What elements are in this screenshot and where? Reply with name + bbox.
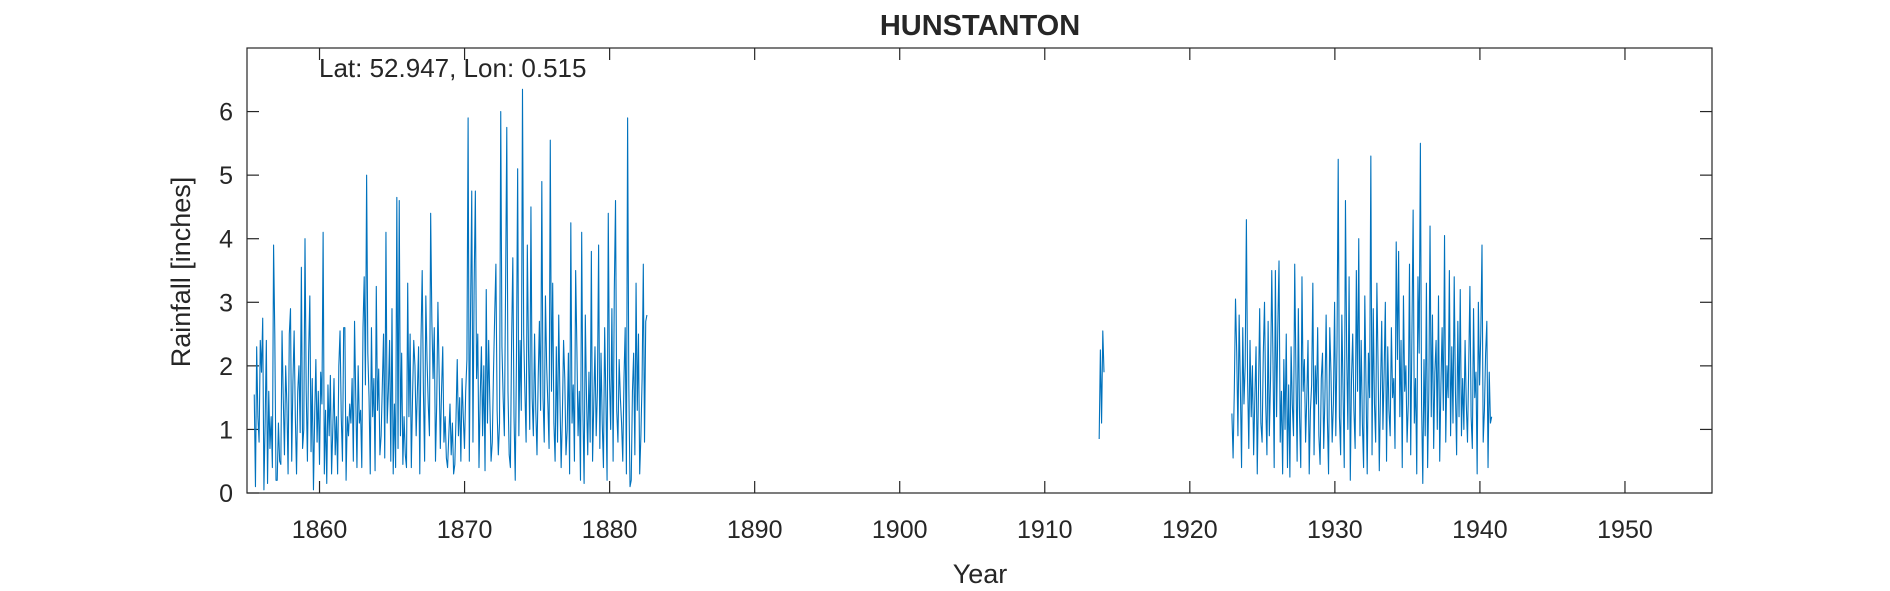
x-tick-label: 1940: [1452, 516, 1508, 544]
x-tick-label: 1860: [292, 516, 348, 544]
rainfall-series-line: [253, 88, 648, 491]
location-annotation: Lat: 52.947, Lon: 0.515: [319, 53, 586, 83]
x-tick-label: 1950: [1597, 516, 1653, 544]
x-tick-label: 1870: [437, 516, 493, 544]
y-tick-label: 0: [219, 480, 233, 508]
y-axis-label: Rainfall [inches]: [166, 177, 196, 368]
y-tick-label: 2: [219, 353, 233, 381]
x-tick-label: 1890: [727, 516, 783, 544]
x-tick-label: 1910: [1017, 516, 1073, 544]
series-group: [253, 88, 1493, 491]
y-tick-label: 3: [219, 289, 233, 317]
x-tick-label: 1920: [1162, 516, 1218, 544]
y-tick-label: 6: [219, 99, 233, 127]
y-tick-label: 4: [219, 226, 233, 254]
chart-title: HUNSTANTON: [880, 10, 1080, 42]
x-tick-label: 1900: [872, 516, 928, 544]
y-tick-label: 1: [219, 416, 233, 444]
y-axis-ticks: 0 1 2 3 4 5 6: [219, 99, 1712, 508]
axes-frame: [246, 47, 1713, 494]
x-axis-label: Year: [953, 559, 1008, 589]
x-axis-ticks: 1860 1870 1880 1890 1900 1910 1920 1930 1940 1950: [292, 48, 1653, 544]
y-tick-label: 5: [219, 162, 233, 190]
rainfall-series-line: [1098, 330, 1105, 439]
rainfall-series-line: [1231, 142, 1493, 485]
axes-box: [246, 47, 1713, 494]
x-tick-label: 1880: [582, 516, 638, 544]
x-tick-label: 1930: [1307, 516, 1363, 544]
